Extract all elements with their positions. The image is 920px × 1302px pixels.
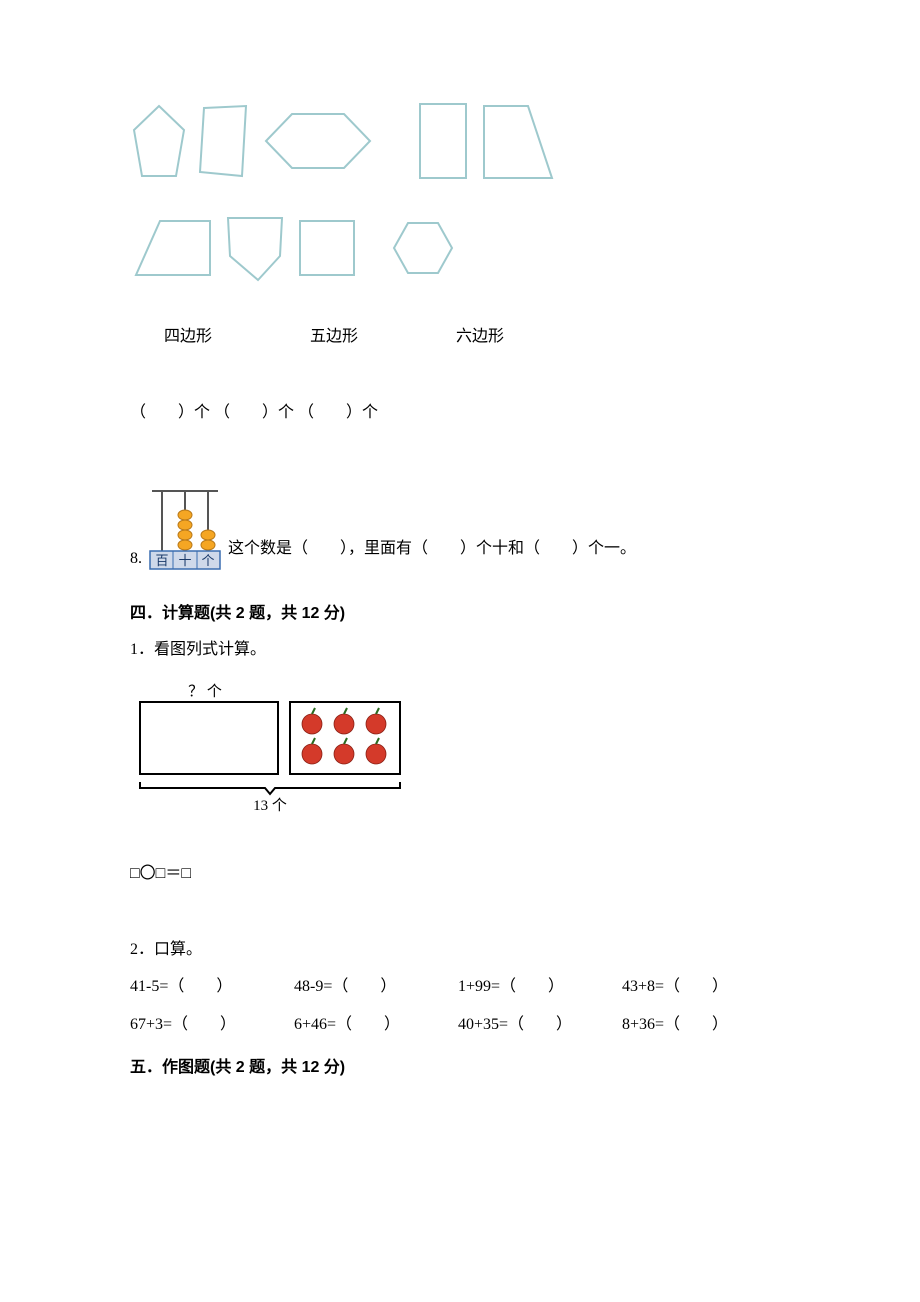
q8-number: 8. [130,546,142,572]
label-quad: 四边形 [164,324,212,350]
calc-8: 8+36=（ ） [622,1012,782,1038]
question-8: 8. 百 十 个 这个数是（ ），里面有（ ）个十和（ ）个一。 [130,485,790,571]
shapes-row-2 [130,212,790,284]
shapes-row-1 [130,100,790,182]
calc-5: 67+3=（ ） [130,1012,290,1038]
shape-trapezoid-right [478,100,556,182]
shape-square [296,217,358,279]
calc-3: 1+99=（ ） [458,974,618,1000]
shape-pentagon-irreg [222,212,288,284]
shape-hexagon-wide [258,106,378,176]
blank-3: （ ）个 [298,400,378,426]
section-5-title: 五．作图题(共 2 题，共 12 分) [130,1055,790,1081]
shape-trapezoid-left [130,215,214,281]
page-content: 四边形 五边形 六边形 （ ）个 （ ）个 （ ）个 8. [0,0,920,1151]
shape-pentagon [130,102,188,180]
svg-text:？ 个: ？ 个 [188,683,222,700]
calc-2: 48-9=（ ） [294,974,454,1000]
s4-q1-formula: □〇□＝□ [130,861,790,887]
calc-1: 41-5=（ ） [130,974,290,1000]
shape-count-blanks: （ ）个 （ ）个 （ ）个 [130,400,790,426]
label-hex: 六边形 [456,324,504,350]
svg-text:百: 百 [155,553,168,568]
shape-rect-tall [416,100,470,182]
section-4-title: 四．计算题(共 2 题，共 12 分) [130,601,790,627]
svg-text:十: 十 [178,553,191,568]
shape-hexagon-reg [390,217,456,279]
calc-4: 43+8=（ ） [622,974,782,1000]
svg-text:个: 个 [201,553,214,568]
calc-row-1: 41-5=（ ） 48-9=（ ） 1+99=（ ） 43+8=（ ） [130,974,790,1000]
label-pent: 五边形 [310,324,358,350]
q8-text: 这个数是（ ），里面有（ ）个十和（ ）个一。 [228,536,636,572]
shape-quad-right [196,102,250,180]
s4-q1-label: 1．看图列式计算。 [130,637,790,663]
blank-2: （ ）个 [214,400,294,426]
svg-text:13 个: 13 个 [253,797,287,812]
s4-q2-label: 2．口算。 [130,937,790,963]
shape-labels: 四边形 五边形 六边形 [130,324,790,350]
abacus-icon: 百 十 个 [146,485,224,571]
blank-1: （ ）个 [130,400,210,426]
s4-q1-diagram: ？ 个 13 个 [130,682,790,821]
calc-7: 40+35=（ ） [458,1012,618,1038]
calc-row-2: 67+3=（ ） 6+46=（ ） 40+35=（ ） 8+36=（ ） [130,1012,790,1038]
calc-6: 6+46=（ ） [294,1012,454,1038]
